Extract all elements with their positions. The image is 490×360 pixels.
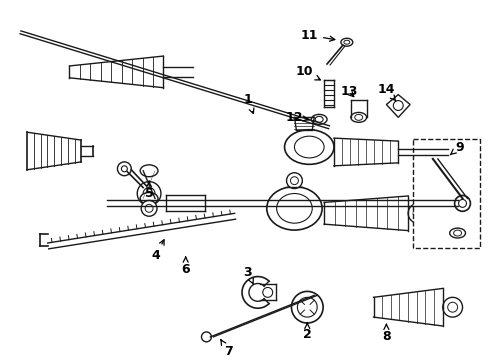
Ellipse shape: [408, 203, 428, 223]
Text: 11: 11: [300, 29, 335, 42]
Text: 3: 3: [244, 266, 253, 284]
Text: 13: 13: [340, 85, 358, 98]
Ellipse shape: [315, 116, 323, 122]
Ellipse shape: [140, 193, 158, 204]
Ellipse shape: [141, 201, 157, 216]
Ellipse shape: [443, 297, 463, 317]
Text: 5: 5: [145, 181, 153, 200]
Text: 1: 1: [244, 93, 254, 113]
Ellipse shape: [285, 130, 334, 164]
Ellipse shape: [393, 100, 403, 111]
Ellipse shape: [413, 208, 423, 218]
Text: 12: 12: [286, 111, 309, 124]
Ellipse shape: [201, 332, 211, 342]
Bar: [413, 139, 480, 248]
Ellipse shape: [355, 114, 363, 120]
Ellipse shape: [137, 182, 161, 205]
Polygon shape: [387, 95, 410, 117]
Ellipse shape: [448, 302, 458, 312]
Ellipse shape: [450, 228, 465, 238]
Ellipse shape: [287, 173, 302, 189]
Ellipse shape: [351, 112, 367, 122]
Ellipse shape: [122, 166, 127, 172]
Ellipse shape: [263, 287, 273, 297]
Ellipse shape: [311, 114, 327, 124]
Text: 2: 2: [303, 323, 312, 341]
Ellipse shape: [140, 165, 158, 177]
Ellipse shape: [292, 291, 323, 323]
Text: 4: 4: [151, 240, 164, 262]
Text: 7: 7: [221, 340, 233, 358]
Ellipse shape: [297, 297, 317, 317]
Ellipse shape: [118, 162, 131, 176]
Text: 6: 6: [181, 257, 190, 276]
Text: 14: 14: [378, 83, 396, 101]
Ellipse shape: [145, 204, 153, 212]
Ellipse shape: [344, 40, 350, 44]
Ellipse shape: [455, 195, 470, 211]
Ellipse shape: [291, 177, 298, 185]
Ellipse shape: [267, 186, 322, 230]
Text: 9: 9: [450, 140, 464, 155]
Ellipse shape: [341, 38, 353, 46]
Ellipse shape: [454, 230, 462, 236]
Ellipse shape: [459, 199, 466, 207]
Ellipse shape: [277, 194, 312, 223]
Ellipse shape: [143, 188, 155, 199]
Ellipse shape: [294, 136, 324, 158]
Text: 8: 8: [382, 324, 391, 343]
Text: 10: 10: [295, 66, 320, 80]
